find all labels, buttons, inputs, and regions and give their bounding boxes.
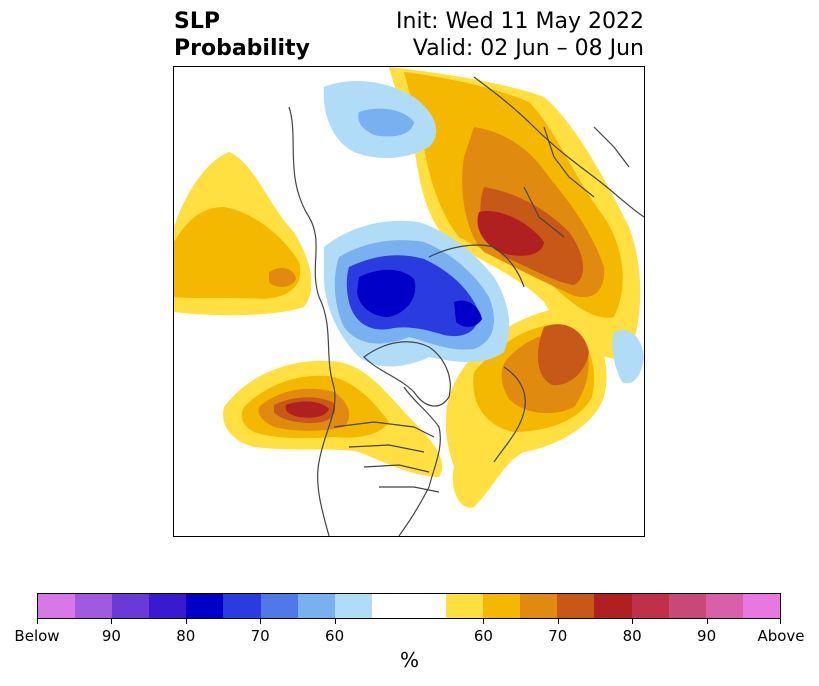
colorbar-tick-mark: [780, 619, 781, 624]
colorbar-tick-label: Below: [14, 627, 60, 645]
colorbar-segment: [112, 594, 150, 618]
colorbar-tick-mark: [706, 619, 708, 624]
colorbar-tick-label: 70: [548, 627, 568, 645]
colorbar-segment: [557, 594, 595, 618]
colorbar-segment: [260, 594, 298, 618]
colorbar-segment: [631, 594, 669, 618]
colorbar-tick-mark: [334, 619, 336, 624]
colorbar-segment: [594, 594, 632, 618]
colorbar-tick-label: 80: [622, 627, 642, 645]
title-line-1: SLP: [174, 9, 220, 34]
map-panel[interactable]: [173, 66, 645, 537]
colorbar-ticks: Below 90 80 70 60 60 70 80 90 Above: [14, 619, 805, 645]
colorbar-tick-mark: [483, 619, 485, 624]
colorbar-segment: [149, 594, 187, 618]
colorbar-segment: [334, 594, 372, 618]
above-region-pacific: [174, 152, 312, 316]
colorbar-segment: [297, 594, 335, 618]
coastlines: [288, 76, 644, 536]
colorbar-segment: [223, 594, 261, 618]
colorbar-segment: [371, 594, 409, 618]
colorbar-tick-label: 90: [101, 627, 121, 645]
title-line-2: Probability: [174, 36, 310, 61]
colorbar-segment: [668, 594, 706, 618]
colorbar: [37, 593, 781, 619]
chart-title: SLP Probability: [174, 8, 310, 62]
colorbar-tick-label: 90: [697, 627, 717, 645]
colorbar-segment: [742, 594, 780, 618]
colorbar-tick-label: 80: [176, 627, 196, 645]
colorbar-segment: [38, 594, 76, 618]
colorbar-segment: [75, 594, 113, 618]
colorbar-tick-mark: [37, 619, 38, 624]
below-region-arctic: [324, 220, 510, 367]
valid-range: Valid: 02 Jun – 08 Jun: [412, 36, 644, 61]
probability-map: [174, 67, 644, 536]
colorbar-tick-mark: [111, 619, 113, 624]
colorbar-segment: [446, 594, 484, 618]
colorbar-tick-label: Above: [757, 627, 805, 645]
colorbar-unit-label: %: [399, 648, 419, 672]
above-region-eurasia: [389, 67, 641, 359]
colorbar-segment: [520, 594, 558, 618]
colorbar-tick-label: 70: [250, 627, 270, 645]
colorbar-tick-label: 60: [325, 627, 345, 645]
colorbar-segment: [408, 594, 447, 618]
colorbar-tick-mark: [632, 619, 634, 624]
above-region-north-america: [223, 360, 443, 477]
below-region-canada: [323, 81, 644, 384]
colorbar-segment: [483, 594, 521, 618]
colorbar-tick-label: 60: [473, 627, 493, 645]
colorbar-tick-mark: [557, 619, 559, 624]
colorbar-tick-mark: [185, 619, 187, 624]
colorbar-segment: [186, 594, 224, 618]
colorbar-tick-mark: [260, 619, 262, 624]
init-date: Init: Wed 11 May 2022: [396, 9, 644, 34]
forecast-info: Init: Wed 11 May 2022 Valid: 02 Jun – 08…: [396, 8, 644, 62]
colorbar-segment: [705, 594, 743, 618]
